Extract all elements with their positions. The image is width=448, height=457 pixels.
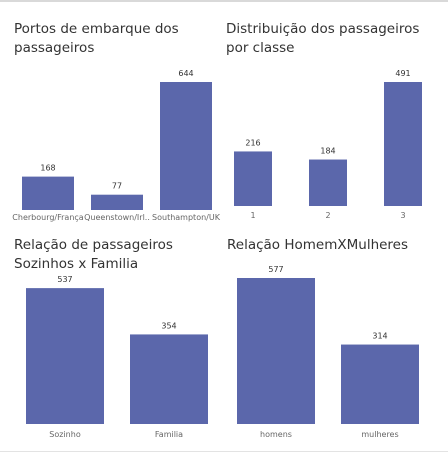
category-label-3-0: homens [260,430,292,439]
chart-panel-sozinhos-familia: Relação de passageiros Sozinhos x Famili… [14,236,229,451]
value-label-2-1: 354 [161,321,176,330]
chart-title-homem-mulheres: Relação HomemXMulheres [227,237,409,253]
bottom-divider [0,451,448,452]
chart-title-sozinhos-familia: Relação de passageiros Sozinhos x Famili… [14,237,173,272]
chart-title-classe: Distribuição dos passageiros por classe [226,21,420,56]
chart-title-embarque: Portos de embarque dos passageiros [14,21,179,56]
chart-panel-homem-mulheres: Relação HomemXMulheres [227,236,437,451]
value-label-3-1: 314 [372,332,387,341]
value-label-0-0: 168 [40,164,55,173]
value-label-0-2: 644 [178,69,193,78]
category-label-1-2: 3 [400,211,405,220]
bar-1-2[interactable] [384,82,422,206]
bar-0-2[interactable] [160,82,212,210]
value-label-1-1: 184 [320,147,335,156]
category-label-1-1: 2 [325,211,330,220]
bar-1-0[interactable] [234,151,272,206]
chart-panel-classe: Distribuição dos passageiros por classe [226,20,436,240]
category-label-3-1: mulheres [361,430,398,439]
bar-1-1[interactable] [309,159,347,206]
category-label-0-0: Cherbourg/França [12,213,84,222]
category-label-0-2: Southampton/UK [152,213,221,222]
bar-2-1[interactable] [130,334,208,424]
category-label-1-0: 1 [250,211,255,220]
category-label-0-1: Queenstown/Irl.. [84,213,150,222]
top-frame-border [0,0,448,2]
bar-0-0[interactable] [22,176,74,210]
category-label-2-0: Sozinho [49,430,81,439]
bar-2-0[interactable] [26,288,104,424]
bar-3-1[interactable] [341,344,419,424]
value-label-1-2: 491 [395,69,410,78]
bar-3-0[interactable] [237,278,315,424]
value-label-2-0: 537 [57,275,72,284]
chart-panel-embarque: Portos de embarque dos passageiros [14,20,214,240]
value-label-1-0: 216 [245,138,260,147]
value-label-0-1: 77 [112,182,122,191]
category-label-2-1: Familia [155,430,183,439]
bar-0-1[interactable] [91,194,143,210]
value-label-3-0: 577 [268,265,283,274]
